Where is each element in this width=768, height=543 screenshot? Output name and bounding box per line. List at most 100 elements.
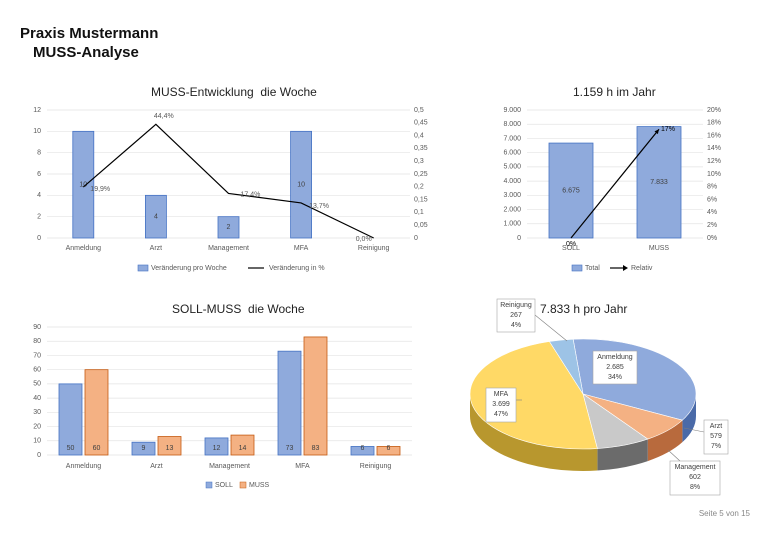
bar-muss (376, 446, 401, 456)
bar-muss (84, 369, 109, 456)
bar-value-label: 83 (312, 445, 320, 452)
bar-soll (277, 350, 302, 456)
y-tick-right: 0,2 (414, 184, 424, 191)
bar-value-label: 13 (166, 445, 174, 452)
bar-value-label: 2 (227, 224, 231, 231)
legend-label: SOLL (215, 482, 233, 489)
bar-soll (131, 441, 156, 456)
bar (144, 194, 167, 239)
y-tick-left: 3.000 (503, 192, 521, 199)
bar-value-label: 4 (154, 214, 158, 221)
pie-label-name: Reinigung (500, 302, 532, 309)
y-tick-left: 12 (33, 107, 41, 114)
x-tick-label: Arzt (150, 245, 163, 252)
pie-label-name: Management (675, 464, 716, 471)
legend-swatch-muss (239, 481, 247, 489)
pie-callout-box (669, 460, 721, 496)
page-title-block: Praxis Mustermann MUSS-Analyse (20, 24, 158, 62)
bar-soll (58, 383, 83, 456)
pie-label-value: 3.699 (492, 401, 510, 408)
bar-value-label: 73 (286, 445, 294, 452)
bar-value-label: 12 (213, 445, 221, 452)
y-tick-left: 80 (33, 338, 41, 345)
line-value-label: 19,9% (90, 186, 110, 193)
pie-label-value: 602 (689, 474, 701, 481)
y-tick-left: 9.000 (503, 107, 521, 114)
x-tick-label: MUSS (649, 245, 670, 252)
y-tick-left: 7.000 (503, 135, 521, 142)
pie-slice-reinigung (548, 338, 584, 395)
y-tick-left: 20 (33, 423, 41, 430)
bar-soll (204, 437, 229, 456)
bar-value-label: 7.833 (650, 179, 668, 186)
legend-label: Total (585, 265, 600, 272)
pie-side-mfa (470, 394, 598, 472)
y-tick-right: 0,05 (414, 222, 428, 229)
y-tick-right: 8% (707, 184, 717, 191)
legend-arrowhead (623, 265, 628, 271)
series-line (82, 123, 374, 239)
pie-side-arzt (647, 420, 683, 462)
chart4-title: 7.833 h pro Jahr (540, 302, 628, 316)
pie-callout-box (703, 419, 729, 455)
y-tick-left: 30 (33, 409, 41, 416)
bar-value-label: 14 (239, 445, 247, 452)
bar (636, 126, 682, 239)
line-value-label: 17,4% (241, 191, 261, 198)
line-value-label: 17% (661, 126, 675, 133)
bar-value-label: 9 (142, 445, 146, 452)
y-tick-right: 14% (707, 145, 721, 152)
bar (290, 130, 313, 239)
pie-label-percent: 7% (711, 443, 721, 450)
y-tick-left: 10 (33, 438, 41, 445)
y-tick-right: 16% (707, 132, 721, 139)
x-tick-label: MFA (294, 245, 309, 252)
pie-label-name: Anmeldung (597, 354, 633, 361)
y-tick-right: 0,5 (414, 107, 424, 114)
y-tick-left: 90 (33, 324, 41, 331)
y-tick-left: 2 (37, 214, 41, 221)
pie-label-value: 579 (710, 433, 722, 440)
y-tick-right: 0% (707, 235, 717, 242)
y-tick-left: 40 (33, 395, 41, 402)
pie-label-percent: 34% (608, 374, 622, 381)
pie-label-percent: 47% (494, 411, 508, 418)
pie-callout-leader (534, 314, 568, 342)
pie-label-value: 267 (510, 312, 522, 319)
y-tick-left: 6.000 (503, 150, 521, 157)
y-tick-left: 4.000 (503, 178, 521, 185)
x-tick-label: MFA (295, 463, 310, 470)
line-value-label: 0% (566, 241, 576, 248)
series-line (570, 128, 660, 239)
bar-muss (303, 336, 328, 456)
y-tick-right: 4% (707, 209, 717, 216)
legend-label: MUSS (249, 482, 270, 489)
x-tick-label: Arzt (150, 463, 163, 470)
y-tick-left: 60 (33, 367, 41, 374)
pie-side-anmeldung (682, 394, 696, 443)
legend-swatch-soll (205, 481, 213, 489)
x-tick-label: Anmeldung (66, 245, 102, 252)
bar-value-label: 60 (93, 445, 101, 452)
pie-callout-box (496, 298, 536, 333)
y-tick-left: 0 (37, 452, 41, 459)
line-value-label: 0,0% (356, 236, 372, 243)
line-arrowhead (654, 129, 659, 135)
bar-value-label: 10 (79, 182, 87, 189)
y-tick-right: 0,15 (414, 196, 428, 203)
y-tick-right: 0,25 (414, 171, 428, 178)
bar-muss (157, 436, 182, 456)
y-tick-right: 12% (707, 158, 721, 165)
y-tick-left: 2.000 (503, 206, 521, 213)
y-tick-left: 50 (33, 381, 41, 388)
pie-callout-leader (667, 449, 681, 462)
x-tick-label: Reinigung (360, 463, 392, 470)
y-tick-left: 70 (33, 352, 41, 359)
y-tick-left: 5.000 (503, 164, 521, 171)
bar-value-label: 50 (67, 445, 75, 452)
pie-label-name: Arzt (710, 423, 723, 430)
y-tick-right: 18% (707, 120, 721, 127)
